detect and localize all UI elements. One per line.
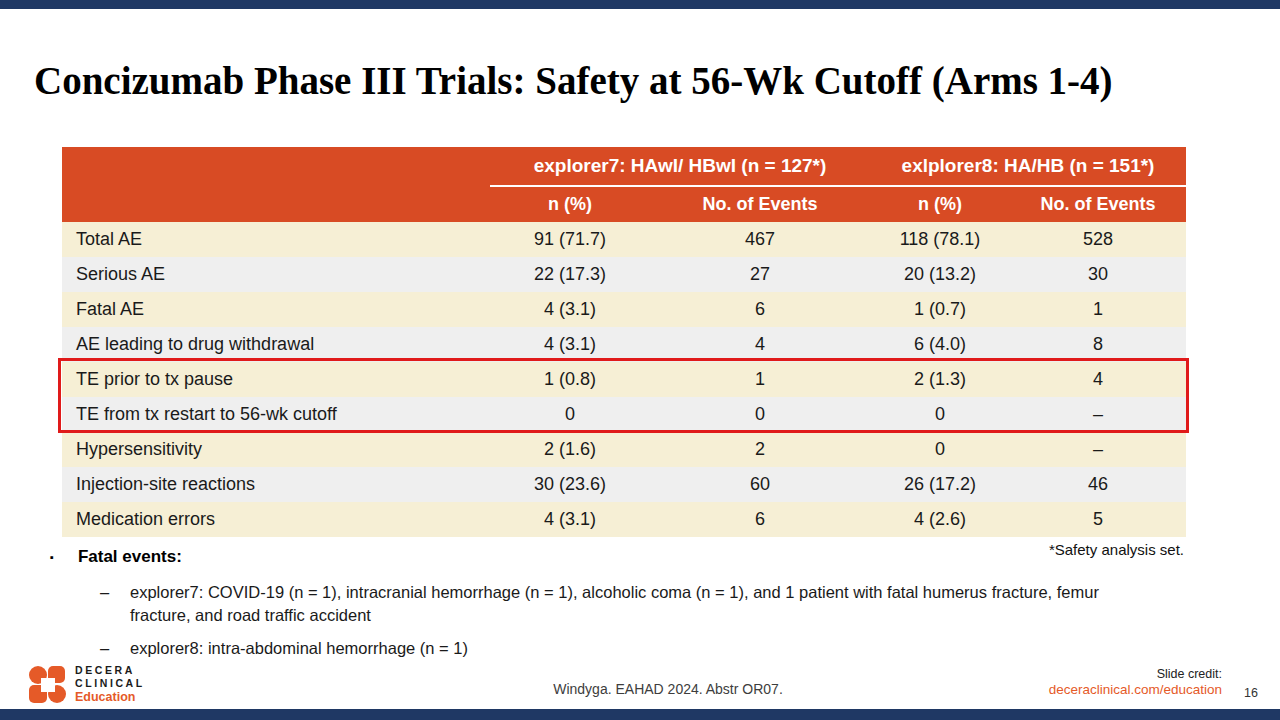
cell-value: 27 — [650, 257, 870, 292]
table-subheader-row: n (%) No. of Events n (%) No. of Events — [62, 186, 1186, 222]
slide-title: Concizumab Phase III Trials: Safety at 5… — [34, 58, 1113, 104]
cell-value: 1 (0.7) — [870, 292, 1010, 327]
cell-value: 4 (3.1) — [490, 292, 650, 327]
table-row: TE from tx restart to 56-wk cutoff000– — [62, 397, 1186, 432]
cell-value: 30 — [1010, 257, 1186, 292]
table-body: Total AE91 (71.7)467118 (78.1)528Serious… — [62, 222, 1186, 537]
table-group-header-explorer8: exlplorer8: HA/HB (n = 151*) — [870, 147, 1186, 186]
cell-value: 8 — [1010, 327, 1186, 362]
dash-bullet-icon: – — [100, 637, 130, 660]
logo-line-decera: DECERA — [75, 664, 145, 677]
page-number: 16 — [1244, 686, 1258, 700]
cell-value: 1 (0.8) — [490, 362, 650, 397]
table-row: TE prior to tx pause1 (0.8)12 (1.3)4 — [62, 362, 1186, 397]
square-bullet-icon: ▪ — [50, 551, 54, 563]
slide-credit-label: Slide credit: — [1157, 667, 1222, 681]
table-subheader-events-2: No. of Events — [1010, 186, 1186, 222]
row-label: Serious AE — [62, 257, 490, 292]
cell-value: 6 — [650, 502, 870, 537]
cell-value: 1 — [1010, 292, 1186, 327]
table-subheader-events-1: No. of Events — [650, 186, 870, 222]
row-label: Fatal AE — [62, 292, 490, 327]
fatal-events-heading-label: Fatal events: — [78, 547, 182, 567]
cell-value: 4 — [650, 327, 870, 362]
cell-value: – — [1010, 397, 1186, 432]
cell-value: 2 — [650, 432, 870, 467]
row-label: TE prior to tx pause — [62, 362, 490, 397]
cell-value: 60 — [650, 467, 870, 502]
cell-value: 91 (71.7) — [490, 222, 650, 257]
cell-value: 26 (17.2) — [870, 467, 1010, 502]
table-header-spacer — [62, 147, 490, 186]
table-subheader-n-pct-2: n (%) — [870, 186, 1010, 222]
table-row: AE leading to drug withdrawal4 (3.1)46 (… — [62, 327, 1186, 362]
table-row: Serious AE22 (17.3)2720 (13.2)30 — [62, 257, 1186, 292]
fatal-events-explorer7-text: explorer7: COVID-19 (n = 1), intracrania… — [130, 581, 1155, 627]
table-row: Hypersensitivity2 (1.6)20– — [62, 432, 1186, 467]
table-header-spacer — [62, 186, 490, 222]
table-group-header-explorer7: explorer7: HAwI/ HBwI (n = 127*) — [490, 147, 870, 186]
table-row: Injection-site reactions30 (23.6)6026 (1… — [62, 467, 1186, 502]
cell-value: 0 — [490, 397, 650, 432]
cell-value: 0 — [870, 432, 1010, 467]
cell-value: 46 — [1010, 467, 1186, 502]
table-group-header-row: explorer7: HAwI/ HBwI (n = 127*) exlplor… — [62, 147, 1186, 186]
row-label: Injection-site reactions — [62, 467, 490, 502]
cell-value: 0 — [870, 397, 1010, 432]
cell-value: 4 (3.1) — [490, 327, 650, 362]
cell-value: 6 — [650, 292, 870, 327]
cell-value: – — [1010, 432, 1186, 467]
cell-value: 22 (17.3) — [490, 257, 650, 292]
row-label: Total AE — [62, 222, 490, 257]
cell-value: 2 (1.3) — [870, 362, 1010, 397]
table-subheader-n-pct-1: n (%) — [490, 186, 650, 222]
cell-value: 6 (4.0) — [870, 327, 1010, 362]
dash-bullet-icon: – — [100, 581, 130, 627]
cell-value: 118 (78.1) — [870, 222, 1010, 257]
safety-analysis-footnote: *Safety analysis set. — [1049, 541, 1184, 558]
cell-value: 0 — [650, 397, 870, 432]
cell-value: 4 — [1010, 362, 1186, 397]
list-item: – explorer8: intra-abdominal hemorrhage … — [100, 637, 1155, 660]
cell-value: 5 — [1010, 502, 1186, 537]
cell-value: 528 — [1010, 222, 1186, 257]
cell-value: 467 — [650, 222, 870, 257]
cell-value: 4 (2.6) — [870, 502, 1010, 537]
cell-value: 4 (3.1) — [490, 502, 650, 537]
cell-value: 30 (23.6) — [490, 467, 650, 502]
table-row: Fatal AE4 (3.1)61 (0.7)1 — [62, 292, 1186, 327]
fatal-events-explorer8-text: explorer8: intra-abdominal hemorrhage (n… — [130, 637, 1155, 660]
row-label: Medication errors — [62, 502, 490, 537]
table-row: Medication errors4 (3.1)64 (2.6)5 — [62, 502, 1186, 537]
table-row: Total AE91 (71.7)467118 (78.1)528 — [62, 222, 1186, 257]
top-accent-bar — [0, 0, 1280, 9]
slide-canvas: Concizumab Phase III Trials: Safety at 5… — [0, 0, 1280, 720]
slide-credit-block: Slide credit: deceraclinical.com/educati… — [1049, 665, 1222, 698]
row-label: AE leading to drug withdrawal — [62, 327, 490, 362]
cell-value: 2 (1.6) — [490, 432, 650, 467]
cell-value: 20 (13.2) — [870, 257, 1010, 292]
row-label: Hypersensitivity — [62, 432, 490, 467]
slide-credit-link[interactable]: deceraclinical.com/education — [1049, 682, 1222, 698]
row-label: TE from tx restart to 56-wk cutoff — [62, 397, 490, 432]
bottom-accent-bar — [0, 709, 1280, 720]
fatal-events-heading: ▪ Fatal events: — [50, 547, 182, 567]
cell-value: 1 — [650, 362, 870, 397]
safety-table: explorer7: HAwI/ HBwI (n = 127*) exlplor… — [62, 147, 1186, 537]
list-item: – explorer7: COVID-19 (n = 1), intracran… — [100, 581, 1155, 627]
